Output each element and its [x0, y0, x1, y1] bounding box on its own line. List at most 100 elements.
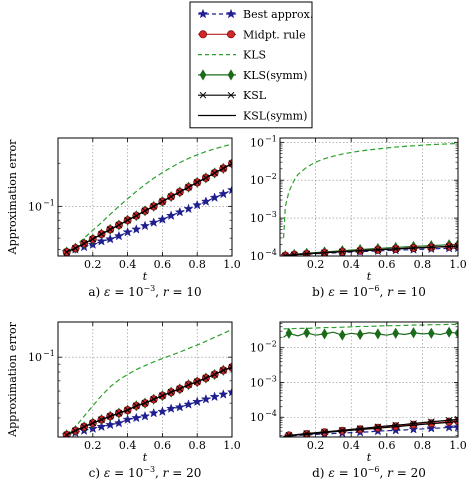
- data-point-best-approx: [157, 214, 168, 224]
- series-line-kls: [66, 143, 232, 253]
- data-point-ksl: [193, 179, 201, 186]
- y-tick-exponent: −3: [265, 210, 277, 219]
- data-point-kls-symm: [356, 328, 364, 341]
- legend-entry-kls: KLS: [198, 49, 266, 62]
- legend-marker-kls-symm: [227, 69, 235, 81]
- x-tick-label: 0.4: [119, 258, 137, 271]
- legend-entry-midpt-rule: Midpt. rule: [198, 28, 306, 41]
- legend-marker-ksl: [227, 91, 235, 99]
- x-tick-label: 0.4: [342, 439, 360, 452]
- data-point-ksl: [392, 421, 400, 429]
- y-tick-label: 10: [250, 411, 264, 424]
- data-point-ksl: [159, 198, 166, 205]
- y-tick-label: 10: [250, 376, 264, 389]
- data-point-ksl: [132, 402, 140, 410]
- data-point-ksl: [410, 244, 417, 252]
- x-tick-label: 0.2: [307, 439, 325, 452]
- panel-caption-c: c) ε = 10−3, r = 20: [89, 465, 202, 480]
- y-tick-exponent: −2: [265, 340, 277, 349]
- y-axis-label-c: Approximation error: [6, 321, 19, 437]
- data-point-ksl: [374, 423, 382, 431]
- data-point-best-approx: [200, 196, 211, 206]
- data-point-best-approx: [426, 422, 437, 433]
- data-point-best-approx: [166, 403, 177, 413]
- y-tick-exponent: −3: [265, 374, 277, 383]
- data-point-kls-symm: [374, 328, 382, 340]
- data-point-best-approx: [408, 423, 419, 434]
- x-tick-label: 0.2: [84, 439, 102, 452]
- data-point-ksl: [202, 174, 210, 182]
- data-point-ksl: [410, 420, 417, 427]
- data-point-ksl: [185, 381, 192, 389]
- data-point-ksl: [115, 409, 123, 417]
- data-point-kls-symm: [303, 327, 311, 339]
- data-point-ksl: [150, 395, 158, 403]
- data-point-ksl: [141, 399, 149, 407]
- x-tick-label: 0.2: [307, 258, 325, 271]
- series-line-kls: [282, 142, 458, 238]
- y-tick-label: 10: [28, 351, 42, 364]
- data-point-best-approx: [157, 406, 168, 416]
- data-point-ksl: [80, 423, 88, 431]
- x-tick-label: 1.0: [449, 439, 467, 452]
- data-point-ksl: [72, 427, 79, 435]
- data-point-kls-symm: [454, 327, 458, 339]
- data-point-best-approx: [131, 224, 142, 234]
- data-point-ksl: [141, 207, 149, 215]
- legend-marker-midpt-rule: [198, 30, 207, 39]
- data-point-ksl: [132, 212, 140, 220]
- data-point-ksl: [211, 371, 218, 378]
- data-point-best-approx: [444, 422, 455, 432]
- data-point-best-approx: [105, 419, 116, 430]
- legend-label-ksl-symm: KSL(symm): [243, 110, 307, 123]
- legend-entry-kls-symm: KLS(symm): [198, 69, 307, 82]
- data-point-ksl: [338, 248, 346, 256]
- data-point-best-approx: [148, 407, 159, 418]
- data-point-best-approx: [139, 220, 151, 231]
- legend-marker-ksl: [199, 91, 207, 99]
- data-point-kls-symm: [427, 327, 435, 339]
- data-point-ksl: [338, 426, 346, 434]
- series-group-a: [61, 143, 232, 256]
- data-point-ksl: [124, 406, 131, 414]
- data-point-ksl: [193, 378, 201, 386]
- x-tick-label: 1.0: [223, 439, 241, 452]
- legend-label-ksl: KSL: [243, 89, 267, 102]
- x-axis-label: t: [367, 270, 372, 283]
- legend-entry-best-approx: Best approx.: [197, 8, 313, 21]
- series-line-kls: [66, 328, 232, 436]
- data-point-ksl: [89, 235, 97, 243]
- panel-c: 0.2 0.4 0.6 0.8 1.0 t 10 −1 c) ε = 10−3, r = 20: [28, 321, 241, 480]
- x-axis-label: t: [367, 451, 372, 464]
- data-point-ksl: [321, 428, 328, 436]
- data-point-best-approx: [122, 414, 133, 424]
- data-point-kls-symm: [410, 327, 417, 339]
- plot-frame-d: [279, 321, 459, 438]
- data-point-best-approx: [452, 421, 458, 432]
- legend-label-kls-symm: KLS(symm): [243, 69, 307, 82]
- data-point-ksl: [356, 247, 364, 255]
- data-point-ksl: [159, 392, 166, 399]
- data-point-ksl: [185, 183, 192, 191]
- legend-marker-kls-symm: [199, 69, 207, 81]
- legend-entry-ksl: KSL: [198, 89, 267, 102]
- x-tick-label: 0.4: [342, 258, 360, 271]
- data-point-ksl: [427, 418, 435, 426]
- y-tick-exponent: −1: [265, 134, 277, 143]
- y-tick-exponent: −1: [43, 349, 55, 358]
- y-tick-exponent: −4: [265, 409, 277, 418]
- legend-frame: [189, 1, 313, 129]
- x-tick-label: 0.6: [154, 439, 172, 452]
- x-tick-label: 0.8: [414, 258, 432, 271]
- data-point-best-approx: [131, 412, 142, 423]
- data-point-ksl: [445, 416, 453, 424]
- x-tick-label: 0.6: [154, 258, 172, 271]
- panel-a: 0.2 0.4 0.6 0.8 1.0 t 10 −1 a) ε = 10−3, r = 10: [28, 137, 241, 299]
- y-tick-exponent: −1: [43, 198, 55, 207]
- minor-ticks-d: [280, 323, 458, 436]
- y-tick-label: 10: [250, 212, 264, 225]
- minor-ticks-b: [280, 143, 458, 245]
- data-point-ksl: [98, 230, 105, 238]
- legend-entry-ksl-symm: KSL(symm): [198, 110, 307, 123]
